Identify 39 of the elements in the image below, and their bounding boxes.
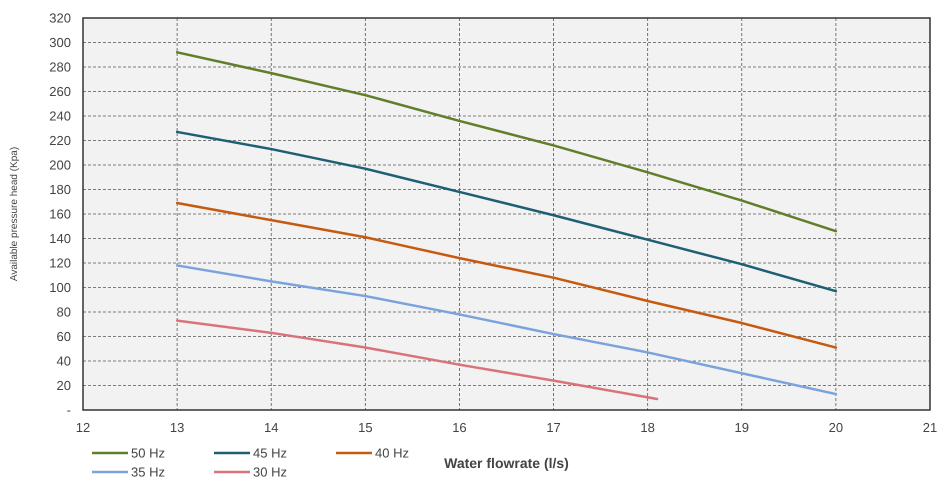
legend-label: 30 Hz bbox=[253, 464, 287, 480]
x-tick-label: 15 bbox=[358, 420, 373, 435]
line-series bbox=[176, 51, 838, 232]
y-tick-label: 140 bbox=[49, 231, 71, 246]
y-tick-label: 320 bbox=[49, 10, 71, 26]
y-tick-label: 120 bbox=[49, 256, 71, 271]
line-series bbox=[176, 202, 838, 349]
y-tick-label: 180 bbox=[49, 182, 71, 198]
x-tick-label: 18 bbox=[640, 420, 655, 435]
x-tick-label: 14 bbox=[264, 420, 278, 435]
y-tick-label: 200 bbox=[49, 158, 71, 173]
y-tick-label: 280 bbox=[49, 60, 71, 75]
y-tick-label: 220 bbox=[49, 133, 71, 148]
x-tick-label: 21 bbox=[922, 420, 938, 435]
y-tick-label: 100 bbox=[49, 280, 71, 296]
x-axis-title: Water flowrate (l/s) bbox=[444, 455, 569, 471]
x-tick-label: 13 bbox=[170, 420, 184, 435]
y-tick-label: 20 bbox=[56, 378, 71, 394]
x-tick-label: 17 bbox=[546, 420, 561, 435]
y-tick-label: 260 bbox=[49, 84, 71, 100]
x-tick-label: 20 bbox=[828, 420, 844, 435]
y-tick-label: 60 bbox=[56, 329, 71, 344]
legend-label: 40 Hz bbox=[375, 446, 409, 461]
x-tick-label: 12 bbox=[76, 420, 90, 435]
x-tick-label: 16 bbox=[452, 420, 467, 435]
y-tick-label: 80 bbox=[56, 304, 71, 320]
legend-label: 45 Hz bbox=[253, 446, 287, 461]
y-tick-label: 240 bbox=[49, 108, 71, 124]
y-axis-title: Available pressure head (Kpa) bbox=[9, 146, 20, 282]
x-tick-label: 19 bbox=[734, 420, 750, 435]
line-series bbox=[176, 130, 838, 292]
line-series bbox=[176, 264, 838, 396]
line-series bbox=[176, 319, 658, 400]
y-tick-label: - bbox=[66, 402, 71, 418]
legend-label: 50 Hz bbox=[131, 446, 165, 461]
legend-label: 35 Hz bbox=[131, 464, 165, 480]
y-tick-label: 300 bbox=[49, 35, 71, 50]
y-tick-label: 40 bbox=[56, 354, 71, 369]
y-tick-label: 160 bbox=[49, 206, 71, 222]
